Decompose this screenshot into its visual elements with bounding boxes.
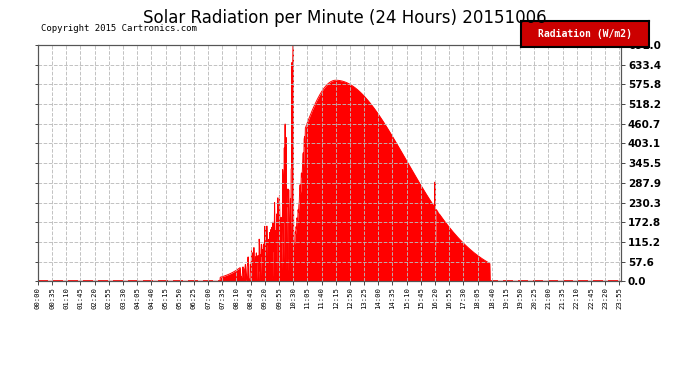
Text: Copyright 2015 Cartronics.com: Copyright 2015 Cartronics.com: [41, 24, 197, 33]
Text: Solar Radiation per Minute (24 Hours) 20151006: Solar Radiation per Minute (24 Hours) 20…: [144, 9, 546, 27]
Text: Radiation (W/m2): Radiation (W/m2): [538, 29, 632, 39]
